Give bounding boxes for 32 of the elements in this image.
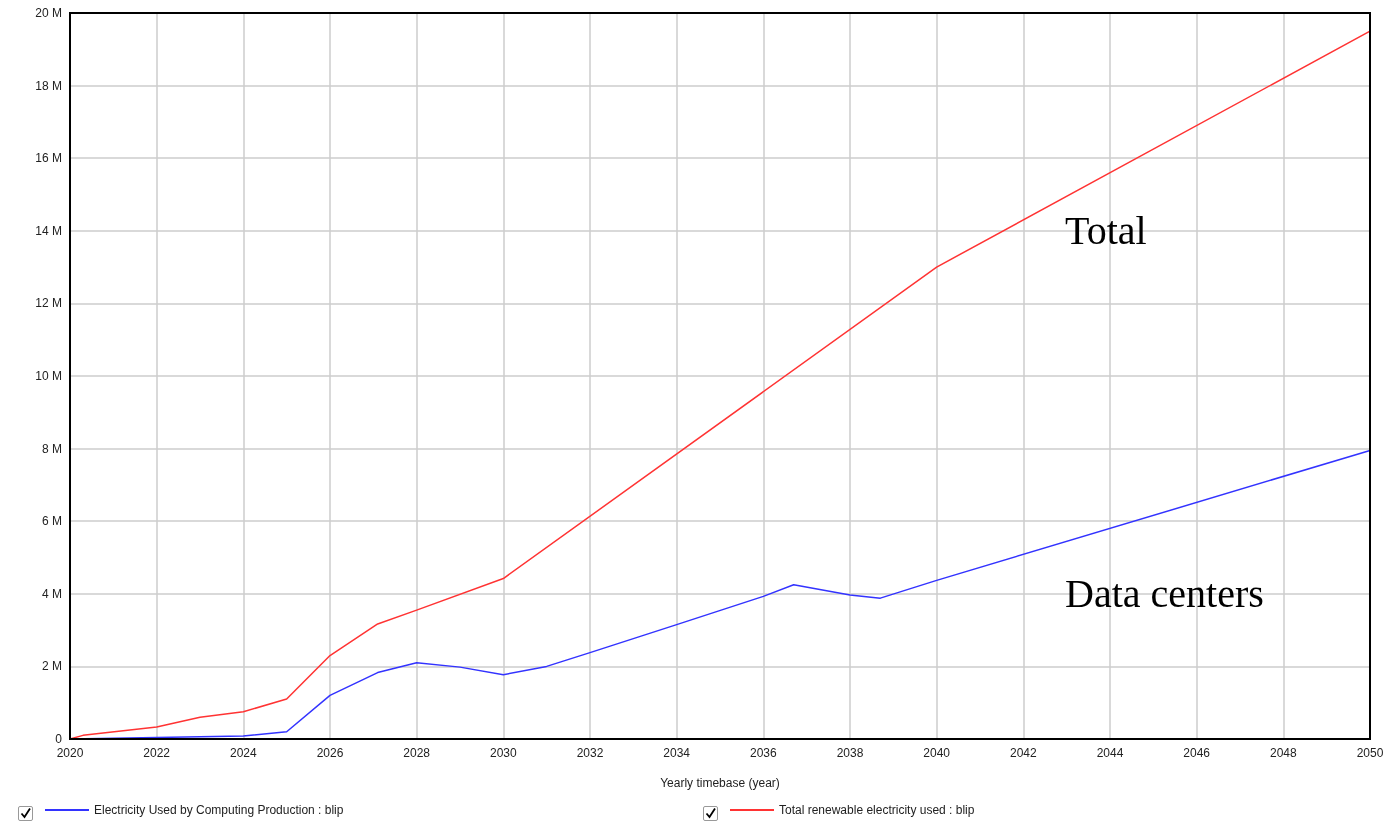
x-tick-label: 2030 [489, 746, 517, 760]
legend-label: Electricity Used by Computing Production : blip [94, 803, 344, 817]
x-tick-label: 2036 [749, 746, 777, 760]
annotation: Total [1065, 208, 1147, 254]
x-axis-title: Yearly timebase (year) [660, 776, 780, 790]
y-tick-label: 10 M [35, 369, 62, 383]
y-tick-label: 8 M [41, 441, 62, 456]
x-tick-label: 2034 [663, 746, 691, 760]
x-tick-label: 2028 [403, 746, 431, 760]
y-tick-label: 12 M [35, 296, 62, 311]
annotation: Data centers [1065, 571, 1264, 617]
y-tick-label: 4 M [41, 586, 62, 601]
x-tick-label: 2020 [56, 746, 84, 760]
y-tick-label: 14 M [35, 223, 62, 238]
x-tick-label: 2038 [836, 746, 864, 760]
x-tick-label: 2032 [576, 746, 604, 760]
legend-label: Total renewable electricity used : blip [779, 803, 975, 817]
x-tick-label: 2048 [1269, 746, 1297, 760]
y-tick-label: 18 M [35, 78, 62, 93]
x-tick-label: 2046 [1183, 746, 1211, 760]
y-tick-label: 16 M [35, 151, 62, 166]
x-tick-label: 2042 [1009, 746, 1037, 760]
y-tick-label: 6 M [41, 514, 62, 529]
y-tick-label: 0 [55, 732, 63, 746]
x-tick-label: 2022 [143, 746, 171, 760]
x-tick-label: 2050 [1356, 746, 1384, 760]
y-tick-label: 2 M [41, 659, 62, 674]
x-tick-label: 2024 [229, 746, 257, 760]
x-tick-label: 2040 [923, 746, 951, 760]
x-tick-label: 2026 [316, 746, 344, 760]
y-tick-label: 20 M [35, 6, 62, 20]
x-tick-label: 2044 [1096, 746, 1124, 760]
